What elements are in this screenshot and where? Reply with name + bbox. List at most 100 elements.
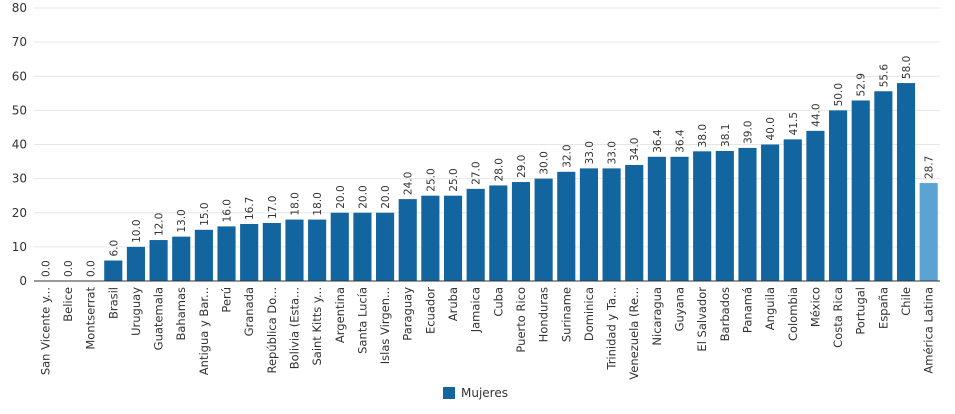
y-tick-label: 30 <box>12 172 27 186</box>
data-label: 38.1 <box>720 124 732 147</box>
data-label: 13.0 <box>176 209 188 232</box>
bar[interactable] <box>240 224 259 281</box>
x-category-label: Islas Virgen... <box>378 287 392 364</box>
data-label: 16.0 <box>222 199 234 222</box>
x-axis-category-labels: San Vicente y... Belice Montserrat Brasil Ur… <box>38 287 935 380</box>
bar[interactable] <box>194 229 213 281</box>
data-label: 30.0 <box>539 151 551 174</box>
bars <box>104 83 938 281</box>
bar[interactable] <box>625 164 644 281</box>
data-label: 20.0 <box>357 185 369 208</box>
x-category-label: Panamá <box>740 287 754 333</box>
bar[interactable] <box>421 195 440 281</box>
bar[interactable] <box>126 246 145 281</box>
bar[interactable] <box>693 151 712 281</box>
y-tick-label: 20 <box>12 206 27 220</box>
x-category-label: Perú <box>220 287 234 313</box>
data-label: 16.7 <box>244 197 256 220</box>
x-category-label: República Do... <box>265 287 279 374</box>
bar[interactable] <box>602 168 621 281</box>
bar[interactable] <box>511 182 531 281</box>
bar[interactable] <box>353 212 372 281</box>
data-label: 52.9 <box>856 73 868 96</box>
x-category-label: Dominica <box>582 287 596 341</box>
bar[interactable] <box>398 199 417 281</box>
x-category-label: Costa Rica <box>831 287 845 348</box>
x-category-label: Guyana <box>673 287 687 331</box>
x-category-label: Cuba <box>491 287 505 317</box>
bar[interactable] <box>874 91 893 281</box>
bar[interactable] <box>330 212 349 281</box>
x-category-label: Portugal <box>854 287 868 335</box>
bar[interactable] <box>443 195 463 281</box>
bar[interactable] <box>670 156 689 281</box>
bar[interactable] <box>489 185 508 281</box>
x-category-label: Puerto Rico <box>514 287 528 353</box>
data-label: 32.0 <box>561 144 573 167</box>
x-category-label: México <box>808 287 822 327</box>
bar[interactable] <box>738 147 757 281</box>
x-category-label: Santa Lucía <box>355 287 369 354</box>
x-category-label: Chile <box>899 287 913 316</box>
bar[interactable] <box>783 139 802 281</box>
bar[interactable] <box>829 110 848 281</box>
x-category-label: Barbados <box>718 287 732 341</box>
legend[interactable]: Mujeres <box>443 386 508 400</box>
bar[interactable] <box>149 240 168 281</box>
bar[interactable] <box>172 236 191 281</box>
data-label: 0.0 <box>40 260 52 277</box>
x-category-label: El Salvador <box>695 287 709 352</box>
bar[interactable] <box>466 188 485 281</box>
bar[interactable] <box>919 183 938 281</box>
data-label: 15.0 <box>199 202 211 225</box>
data-label: 55.6 <box>878 64 890 88</box>
bar[interactable] <box>308 219 327 281</box>
gridlines <box>34 7 940 248</box>
data-label: 36.4 <box>652 129 664 153</box>
bar[interactable] <box>761 144 780 282</box>
bar[interactable] <box>262 222 281 281</box>
data-label: 44.0 <box>810 103 822 126</box>
x-category-label: Guatemala <box>152 287 166 350</box>
x-category-label: Brasil <box>106 287 120 319</box>
bar[interactable] <box>896 83 916 281</box>
x-category-label: Belice <box>61 287 75 322</box>
y-tick-label: 10 <box>12 240 27 254</box>
data-label: 33.0 <box>584 141 596 164</box>
data-label: 18.0 <box>289 192 301 215</box>
data-label: 40.0 <box>765 117 777 140</box>
bar[interactable] <box>217 226 236 281</box>
x-category-label: Ecuador <box>423 287 437 334</box>
bar[interactable] <box>534 178 553 281</box>
bar[interactable] <box>104 260 123 281</box>
data-label: 27.0 <box>471 161 483 184</box>
data-label: 24.0 <box>403 172 415 195</box>
x-category-label: Paraguay <box>401 287 415 341</box>
data-label: 20.0 <box>380 185 392 208</box>
bar[interactable] <box>806 130 825 281</box>
x-category-label: Jamaica <box>469 287 483 333</box>
bar[interactable] <box>715 150 734 281</box>
data-label: 10.0 <box>131 219 143 242</box>
bar[interactable] <box>285 219 304 281</box>
data-label: 38.0 <box>697 124 709 147</box>
data-label: 0.0 <box>86 260 98 277</box>
data-label: 28.0 <box>493 158 505 181</box>
x-category-label: Venezuela (Re... <box>627 287 641 380</box>
data-label: 36.4 <box>675 129 687 153</box>
y-tick-label: 80 <box>12 1 27 15</box>
x-category-label: Aruba <box>446 287 460 321</box>
x-category-label: Montserrat <box>84 287 98 350</box>
bar[interactable] <box>376 212 395 281</box>
x-category-label: España <box>876 287 890 329</box>
bar[interactable] <box>647 156 666 281</box>
data-label: 28.7 <box>924 156 936 179</box>
data-label: 25.0 <box>425 168 437 191</box>
data-label: 39.0 <box>742 121 754 144</box>
bar[interactable] <box>851 100 870 281</box>
legend-swatch-mujeres <box>443 387 455 399</box>
bar[interactable] <box>579 168 598 281</box>
bar[interactable] <box>557 171 576 281</box>
